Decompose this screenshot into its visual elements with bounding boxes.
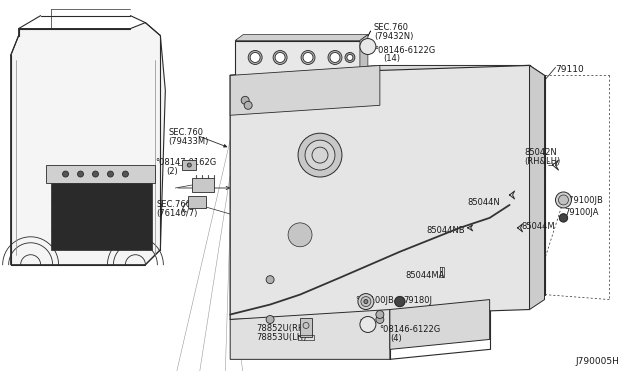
- Polygon shape: [390, 299, 490, 349]
- Polygon shape: [11, 23, 165, 265]
- Text: (4): (4): [390, 334, 401, 343]
- Polygon shape: [529, 65, 545, 310]
- Circle shape: [188, 163, 191, 167]
- Circle shape: [360, 39, 376, 54]
- Text: 79100JA: 79100JA: [564, 208, 599, 217]
- Circle shape: [328, 51, 342, 64]
- Text: 85044M: 85044M: [522, 222, 555, 231]
- Circle shape: [122, 171, 129, 177]
- Polygon shape: [230, 65, 529, 320]
- Bar: [192, 178, 214, 192]
- Text: 85044N: 85044N: [468, 198, 500, 207]
- Circle shape: [63, 171, 68, 177]
- Text: B: B: [359, 320, 364, 328]
- Circle shape: [241, 96, 249, 104]
- Circle shape: [305, 140, 335, 170]
- Text: °79100JB: °79100JB: [564, 196, 604, 205]
- Text: 85042N: 85042N: [525, 148, 557, 157]
- Circle shape: [298, 133, 342, 177]
- Circle shape: [559, 214, 568, 222]
- Text: (76146/7): (76146/7): [156, 209, 198, 218]
- Circle shape: [244, 101, 252, 109]
- Circle shape: [376, 315, 384, 324]
- Text: °08146-6122G: °08146-6122G: [374, 45, 435, 55]
- Text: 85044MA: 85044MA: [406, 271, 445, 280]
- Circle shape: [330, 52, 340, 62]
- Circle shape: [345, 52, 355, 62]
- Text: (RH&LH): (RH&LH): [525, 157, 561, 166]
- Circle shape: [556, 192, 572, 208]
- Circle shape: [288, 223, 312, 247]
- Text: 78853U(LH): 78853U(LH): [256, 333, 307, 343]
- Text: J790005H: J790005H: [575, 357, 620, 366]
- Bar: [45, 165, 156, 183]
- Bar: [188, 196, 206, 208]
- Circle shape: [361, 296, 371, 307]
- Text: °08147-0162G: °08147-0162G: [156, 158, 216, 167]
- Circle shape: [364, 299, 368, 304]
- Text: SEC.760: SEC.760: [168, 128, 204, 137]
- Circle shape: [266, 276, 274, 283]
- Polygon shape: [230, 310, 390, 359]
- Circle shape: [266, 315, 274, 324]
- Circle shape: [250, 52, 260, 62]
- Text: SEC.760: SEC.760: [156, 200, 191, 209]
- Text: (2): (2): [166, 167, 178, 176]
- Text: SEC.760: SEC.760: [374, 23, 409, 32]
- Text: 79180J: 79180J: [403, 296, 432, 305]
- Text: 85044NB: 85044NB: [427, 226, 465, 235]
- Text: B: B: [359, 42, 364, 51]
- Circle shape: [301, 51, 315, 64]
- Circle shape: [395, 296, 405, 307]
- Text: (79433M): (79433M): [168, 137, 209, 146]
- Text: (79432N): (79432N): [374, 32, 413, 41]
- Circle shape: [360, 317, 376, 333]
- Circle shape: [248, 51, 262, 64]
- Circle shape: [93, 171, 99, 177]
- Bar: [51, 180, 152, 250]
- Circle shape: [108, 171, 113, 177]
- Text: 79420: 79420: [248, 41, 276, 49]
- Circle shape: [347, 54, 353, 61]
- Bar: [300, 318, 312, 337]
- Polygon shape: [230, 65, 529, 76]
- Circle shape: [376, 311, 384, 318]
- Circle shape: [559, 195, 568, 205]
- Circle shape: [77, 171, 83, 177]
- Text: (14): (14): [383, 54, 400, 64]
- Text: °08146-6122G: °08146-6122G: [379, 326, 440, 334]
- Text: °79100JB: °79100JB: [355, 296, 394, 305]
- Text: 79110: 79110: [556, 65, 584, 74]
- Text: 78852U(RH): 78852U(RH): [256, 324, 308, 333]
- Polygon shape: [230, 65, 380, 115]
- Circle shape: [303, 52, 313, 62]
- Polygon shape: [235, 35, 368, 41]
- Bar: [235, 41, 360, 76]
- Circle shape: [275, 52, 285, 62]
- Circle shape: [358, 294, 374, 310]
- Bar: [182, 160, 196, 170]
- Polygon shape: [360, 35, 368, 76]
- Circle shape: [273, 51, 287, 64]
